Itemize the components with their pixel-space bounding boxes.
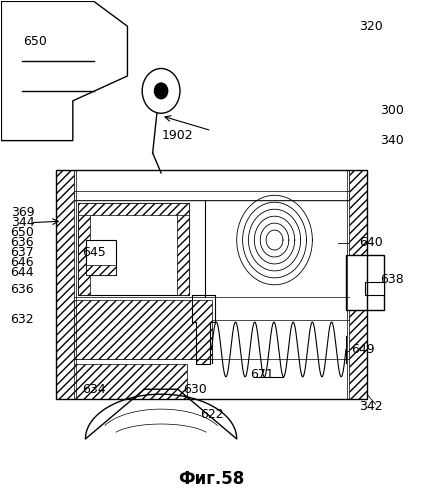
Text: 646: 646 <box>11 256 34 269</box>
Bar <box>56 364 187 399</box>
Bar <box>56 170 74 399</box>
Text: 638: 638 <box>380 274 404 286</box>
Bar <box>196 322 211 364</box>
Bar <box>74 192 349 200</box>
Text: 645: 645 <box>82 246 106 259</box>
Bar <box>78 203 91 294</box>
Text: 637: 637 <box>11 246 34 259</box>
Text: 649: 649 <box>351 343 375 356</box>
Circle shape <box>154 83 168 98</box>
Text: Фиг.58: Фиг.58 <box>179 470 244 488</box>
Polygon shape <box>1 2 127 140</box>
Text: 650: 650 <box>23 34 47 48</box>
Text: 369: 369 <box>11 206 34 219</box>
Bar <box>74 300 212 360</box>
Polygon shape <box>85 389 237 439</box>
Polygon shape <box>192 294 214 364</box>
Text: 634: 634 <box>82 382 106 396</box>
Text: 640: 640 <box>359 236 383 249</box>
Text: 630: 630 <box>183 382 206 396</box>
Bar <box>78 203 190 294</box>
Bar <box>86 265 115 275</box>
Text: 622: 622 <box>200 408 223 420</box>
Text: 636: 636 <box>11 284 34 296</box>
Bar <box>177 203 190 294</box>
Bar <box>365 282 384 294</box>
Bar <box>56 170 367 399</box>
Text: 650: 650 <box>11 226 34 239</box>
Text: 671: 671 <box>250 368 274 381</box>
Bar <box>78 203 190 215</box>
Bar <box>349 170 367 399</box>
Text: 644: 644 <box>11 266 34 279</box>
Text: 340: 340 <box>380 134 404 147</box>
Text: 344: 344 <box>11 216 34 229</box>
Text: 300: 300 <box>380 104 404 118</box>
Bar <box>56 170 367 196</box>
Bar <box>86 240 115 275</box>
Bar <box>346 255 384 310</box>
Text: 636: 636 <box>11 236 34 249</box>
Text: 320: 320 <box>359 20 383 33</box>
Bar <box>74 170 349 198</box>
Text: 1902: 1902 <box>162 129 194 142</box>
Text: 632: 632 <box>11 313 34 326</box>
Text: 342: 342 <box>360 400 383 413</box>
